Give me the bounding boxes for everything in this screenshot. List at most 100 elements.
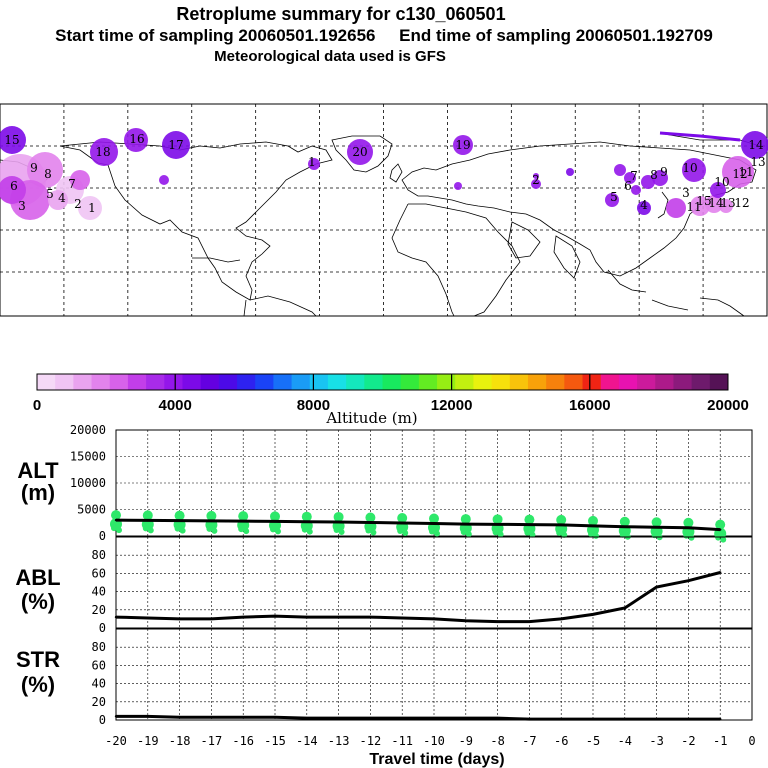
panel-ylabel: (%) — [21, 672, 55, 697]
colorbar-swatch — [673, 374, 693, 390]
altitude-point — [238, 526, 245, 533]
x-tick-label: -2 — [681, 734, 695, 748]
series-point — [337, 716, 340, 720]
colorbar-swatch — [91, 374, 111, 390]
colorbar-swatch — [237, 374, 256, 390]
map-day-label: 9 — [30, 161, 38, 175]
y-tick-label: 60 — [92, 566, 106, 580]
colorbar-label: Altitude (m) — [325, 409, 417, 427]
y-tick-label: 0 — [99, 529, 106, 543]
map-day-label: 15 — [696, 194, 711, 208]
series-point — [178, 617, 181, 621]
colorbar-swatch — [564, 374, 584, 390]
altitude-point — [688, 534, 695, 541]
map-day-label: 8 — [650, 168, 658, 182]
series-point — [369, 615, 372, 619]
colorbar-swatch — [473, 374, 493, 390]
colorbar-swatch — [709, 374, 729, 390]
panel-ylabel: STR — [16, 647, 60, 672]
altitude-point — [365, 527, 372, 534]
series-point — [337, 520, 340, 524]
map-day-label: 11 — [738, 165, 753, 179]
plume-blob — [531, 179, 541, 189]
map-day-label: 13 — [720, 196, 735, 210]
series-point — [178, 716, 181, 719]
y-tick-label: 60 — [92, 658, 106, 672]
x-tick-label: -1 — [713, 734, 727, 748]
series-point — [178, 519, 181, 522]
panel-ylabel: ABL — [15, 565, 60, 590]
series-point — [114, 715, 118, 718]
plume-blob — [682, 158, 706, 182]
series-point — [432, 522, 436, 525]
map-day-label: 16 — [129, 132, 144, 146]
series-point — [687, 579, 690, 582]
series-point — [560, 523, 563, 527]
series-point — [560, 717, 563, 721]
altitude-point — [588, 515, 598, 526]
panel-str: 0 20 40 60 80 STR(%) — [16, 628, 753, 727]
series-point — [305, 520, 308, 523]
x-tick-label: -17 — [201, 734, 223, 748]
altitude-point — [524, 529, 531, 536]
series-point — [464, 522, 467, 526]
altitude-point — [206, 525, 213, 532]
colorbar-swatch — [109, 374, 129, 390]
y-tick-label: 80 — [92, 548, 106, 562]
map-day-label: 4 — [640, 198, 648, 212]
y-tick-label: 40 — [92, 585, 106, 599]
series-point — [655, 526, 658, 529]
met-data-note: Meteorological data used is GFS — [214, 48, 446, 65]
plume-blob — [27, 152, 63, 188]
colorbar-tick-label: 16000 — [569, 397, 611, 414]
series-point — [210, 519, 213, 523]
series-point — [401, 521, 404, 525]
map-day-label: 4 — [58, 191, 66, 205]
series-point — [719, 571, 722, 574]
altitude-point — [333, 526, 340, 533]
colorbar-swatch — [400, 374, 420, 390]
series-point — [146, 616, 149, 620]
altitude-point — [651, 517, 662, 528]
altitude-point — [301, 526, 308, 533]
y-tick-label: 40 — [92, 677, 106, 691]
x-tick-label: -6 — [554, 734, 568, 748]
plume-blob — [453, 135, 473, 155]
colorbar-swatch — [127, 374, 147, 390]
colorbar-swatch — [291, 374, 311, 390]
map-day-label: 1 — [88, 201, 96, 215]
series-point — [305, 716, 308, 720]
map-day-label: 12 — [732, 167, 747, 181]
altitude-point — [561, 531, 568, 538]
map-day-label: 5 — [46, 187, 54, 201]
plume-blob — [78, 196, 102, 220]
series-point — [242, 716, 245, 719]
series-point — [623, 606, 626, 610]
altitude-point — [275, 528, 281, 535]
series-point — [146, 715, 149, 718]
map-day-label: 8 — [44, 167, 52, 181]
map-day-label: 2 — [532, 173, 540, 187]
series-point — [623, 717, 626, 721]
altitude-point — [434, 530, 440, 537]
series-point — [687, 717, 690, 721]
colorbar-swatch — [364, 374, 383, 390]
panel-ylabel: ALT — [17, 458, 59, 483]
colorbar-tick-label: 20000 — [707, 397, 749, 414]
altitude-point — [397, 528, 404, 535]
y-tick-label: 80 — [92, 640, 106, 654]
altitude-point — [619, 531, 626, 538]
series-point — [496, 620, 499, 623]
colorbar-tick-label: 8000 — [297, 397, 330, 414]
altitude-point — [429, 528, 435, 535]
series-point — [528, 620, 531, 623]
map-day-label: 10 — [714, 175, 729, 189]
plume-blob — [124, 128, 148, 152]
map-day-label: 3 — [682, 186, 690, 200]
altitude-point — [720, 536, 727, 543]
altitude-point — [556, 529, 563, 536]
plume-blob — [0, 176, 26, 204]
series-point — [273, 614, 277, 618]
series-point — [401, 716, 404, 720]
y-tick-label: 20000 — [70, 423, 106, 437]
